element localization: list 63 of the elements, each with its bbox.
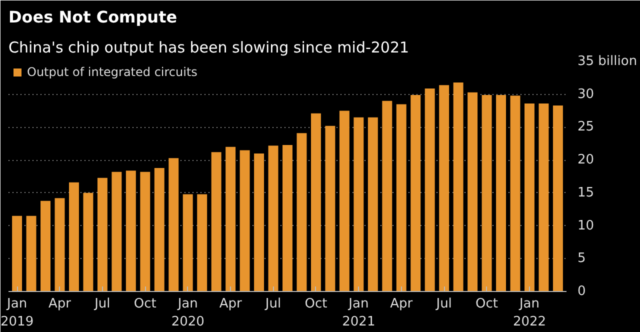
bar xyxy=(112,172,122,292)
y-tick-label: 5 xyxy=(578,251,586,266)
bar xyxy=(382,100,392,292)
x-tick-label: Jan 2020 xyxy=(171,296,204,330)
bar xyxy=(197,194,208,292)
y-tick-label: 0 xyxy=(578,284,586,299)
chart-subtitle: China's chip output has been slowing since mid-2021 xyxy=(8,38,410,56)
bar xyxy=(168,158,179,292)
bar xyxy=(226,146,236,292)
bar xyxy=(254,154,264,292)
bar xyxy=(240,150,250,292)
bar xyxy=(424,88,435,292)
x-tick-label: Oct xyxy=(134,296,156,312)
bar xyxy=(468,92,478,292)
bar xyxy=(368,117,378,292)
x-tick-label: Jul xyxy=(435,296,452,312)
y-tick-label: 30 xyxy=(578,86,594,102)
bar xyxy=(439,85,450,292)
bar xyxy=(97,178,108,292)
x-tick-label: Apr xyxy=(48,296,72,312)
x-tick-label: Jan 2021 xyxy=(342,296,376,330)
bar xyxy=(54,198,65,292)
bar xyxy=(268,146,278,292)
bar xyxy=(396,104,406,292)
x-tick-label: Apr xyxy=(390,296,414,312)
bar xyxy=(339,110,350,292)
bar xyxy=(40,200,50,292)
bar xyxy=(12,216,22,292)
bar xyxy=(126,170,136,292)
y-tick-label: 20 xyxy=(578,152,594,168)
bar xyxy=(410,95,421,292)
bar xyxy=(524,104,534,292)
bar xyxy=(83,192,94,292)
bar xyxy=(211,152,222,292)
bar xyxy=(552,106,563,292)
y-tick-label: 15 xyxy=(578,185,594,200)
x-tick-label: Oct xyxy=(476,296,498,312)
x-tick-label: Jul xyxy=(94,296,110,312)
y-tick-label: 10 xyxy=(578,218,594,234)
bar xyxy=(496,95,506,292)
bar xyxy=(310,113,321,292)
bar xyxy=(510,96,520,292)
bar xyxy=(538,104,549,292)
bar xyxy=(482,95,492,292)
bar xyxy=(26,216,36,292)
x-tick-label: Jul xyxy=(264,296,282,312)
legend-label: Output of integrated circuits xyxy=(27,65,198,79)
bar xyxy=(325,126,336,292)
bar xyxy=(182,194,193,292)
bar xyxy=(282,144,292,292)
bar xyxy=(453,82,464,292)
y-tick-label: 25 xyxy=(578,120,594,135)
x-tick-label: Oct xyxy=(304,296,328,312)
y-tick-label: 35 billion xyxy=(578,54,638,69)
chart-title: Does Not Compute xyxy=(8,8,178,26)
bar xyxy=(296,133,307,292)
bar xyxy=(140,172,150,292)
bar xyxy=(68,182,79,292)
x-tick-label: Jan 2022 xyxy=(512,296,546,330)
x-tick-label: Jan 2019 xyxy=(0,296,34,330)
x-tick-label: Apr xyxy=(219,296,242,312)
bar xyxy=(154,168,164,292)
bar xyxy=(354,117,364,292)
